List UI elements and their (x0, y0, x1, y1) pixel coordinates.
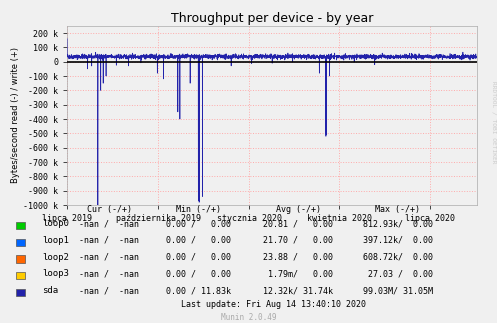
Text: -nan /  -nan: -nan / -nan (80, 269, 139, 278)
Text: Max (-/+): Max (-/+) (375, 204, 420, 214)
Text: loop3: loop3 (42, 269, 69, 278)
Text: loop1: loop1 (42, 236, 69, 245)
Text: Munin 2.0.49: Munin 2.0.49 (221, 313, 276, 322)
Title: Throughput per device - by year: Throughput per device - by year (171, 12, 373, 25)
Text: -nan /  -nan: -nan / -nan (80, 236, 139, 245)
Y-axis label: Bytes/second read (-) / write (+): Bytes/second read (-) / write (+) (11, 47, 20, 183)
Text: 1.79m/   0.00: 1.79m/ 0.00 (263, 269, 333, 278)
Text: 812.93k/  0.00: 812.93k/ 0.00 (363, 219, 432, 228)
Text: -nan /  -nan: -nan / -nan (80, 219, 139, 228)
Text: -nan /  -nan: -nan / -nan (80, 286, 139, 295)
Text: 23.88 /   0.00: 23.88 / 0.00 (263, 253, 333, 262)
Text: 12.32k/ 31.74k: 12.32k/ 31.74k (263, 286, 333, 295)
Text: 0.00 /   0.00: 0.00 / 0.00 (166, 219, 231, 228)
Text: 0.00 /   0.00: 0.00 / 0.00 (166, 269, 231, 278)
Text: 99.03M/ 31.05M: 99.03M/ 31.05M (363, 286, 432, 295)
Text: loop2: loop2 (42, 253, 69, 262)
Text: 0.00 /   0.00: 0.00 / 0.00 (166, 236, 231, 245)
Text: 21.70 /   0.00: 21.70 / 0.00 (263, 236, 333, 245)
Text: Avg (-/+): Avg (-/+) (276, 204, 321, 214)
Text: 608.72k/  0.00: 608.72k/ 0.00 (363, 253, 432, 262)
Text: Last update: Fri Aug 14 13:40:10 2020: Last update: Fri Aug 14 13:40:10 2020 (181, 300, 366, 309)
Text: 0.00 /   0.00: 0.00 / 0.00 (166, 253, 231, 262)
Text: 397.12k/  0.00: 397.12k/ 0.00 (363, 236, 432, 245)
Text: sda: sda (42, 286, 58, 295)
Text: RRDTOOL / TOBI OETIKER: RRDTOOL / TOBI OETIKER (491, 81, 496, 164)
Text: Min (-/+): Min (-/+) (176, 204, 221, 214)
Text: 0.00 / 11.83k: 0.00 / 11.83k (166, 286, 231, 295)
Text: 27.03 /  0.00: 27.03 / 0.00 (363, 269, 432, 278)
Text: 20.81 /   0.00: 20.81 / 0.00 (263, 219, 333, 228)
Text: Cur (-/+): Cur (-/+) (87, 204, 132, 214)
Text: -nan /  -nan: -nan / -nan (80, 253, 139, 262)
Text: loop0: loop0 (42, 219, 69, 228)
